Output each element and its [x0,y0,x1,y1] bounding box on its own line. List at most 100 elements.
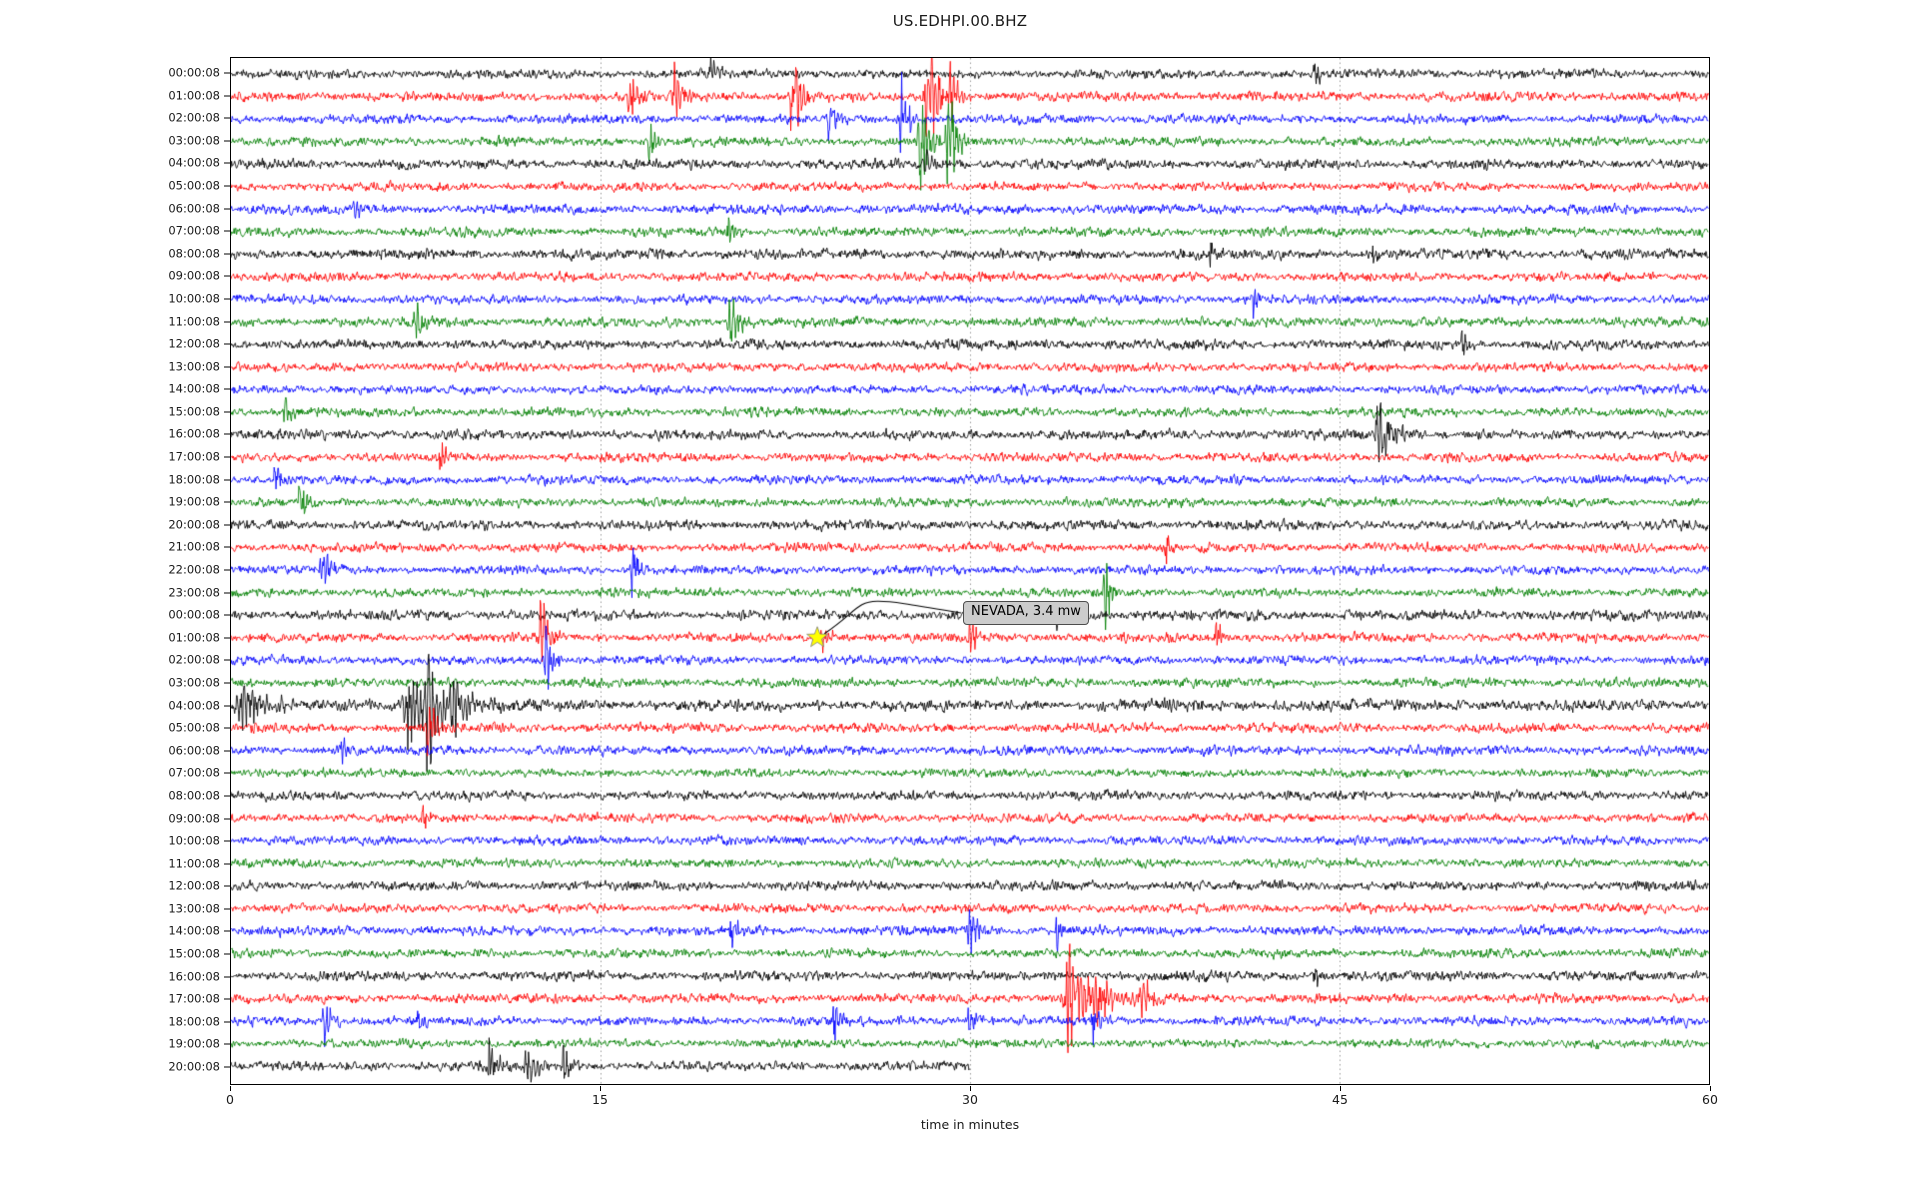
waveform-canvas [231,58,1709,1084]
y-tick-label: 12:00:08 [168,336,220,351]
y-tick-mark [224,795,230,797]
y-tick-label: 09:00:08 [168,810,220,825]
y-tick-mark [224,524,230,526]
y-tick-label: 04:00:08 [168,697,220,712]
y-tick-label: 02:00:08 [168,110,220,125]
y-tick-mark [224,1043,230,1045]
x-tick-label: 0 [226,1092,234,1107]
x-tick-label: 45 [1332,1092,1348,1107]
y-tick-label: 10:00:08 [168,291,220,306]
x-tick-label: 15 [592,1092,608,1107]
y-tick-mark [224,863,230,865]
y-tick-label: 18:00:08 [168,471,220,486]
y-tick-mark [224,682,230,684]
y-tick-mark [224,321,230,322]
plot-axes [230,57,1710,1085]
x-tick-mark [970,1086,971,1091]
y-tick-label: 15:00:08 [168,404,220,419]
y-tick-mark [224,479,230,481]
y-tick-mark [224,885,230,887]
x-tick-mark [1340,1086,1341,1091]
x-tick-label: 30 [962,1092,978,1107]
y-tick-mark [224,208,230,210]
y-tick-mark [224,908,230,910]
y-tick-label: 01:00:08 [168,630,220,645]
y-tick-label: 17:00:08 [168,449,220,464]
y-tick-mark [224,433,230,435]
y-tick-mark [224,253,230,255]
y-tick-label: 07:00:08 [168,223,220,238]
y-tick-mark [224,298,230,300]
y-tick-label: 17:00:08 [168,991,220,1006]
y-tick-mark [224,185,230,187]
page-title: US.EDHPI.00.BHZ [892,12,1028,30]
y-tick-label: 22:00:08 [168,562,220,577]
y-tick-mark [224,569,230,571]
y-tick-mark [224,456,230,458]
event-annotation-label: NEVADA, 3.4 mw [963,601,1089,625]
y-tick-mark [224,705,230,707]
y-tick-mark [224,840,230,842]
y-tick-label: 08:00:08 [168,788,220,803]
x-tick-mark [1710,1086,1711,1091]
y-tick-label: 06:00:08 [168,200,220,215]
y-tick-mark [224,998,230,1000]
y-tick-label: 12:00:08 [168,878,220,893]
y-tick-label: 19:00:08 [168,494,220,509]
y-tick-mark [224,117,230,119]
x-tick-mark [600,1086,601,1091]
y-tick-mark [224,637,230,639]
y-tick-mark [224,95,230,97]
y-tick-label: 14:00:08 [168,381,220,396]
y-tick-label: 15:00:08 [168,946,220,961]
y-tick-mark [224,930,230,932]
y-tick-mark [224,659,230,661]
y-tick-mark [224,275,230,277]
y-tick-label: 16:00:08 [168,968,220,983]
y-tick-label: 21:00:08 [168,539,220,554]
y-tick-mark [224,953,230,955]
y-tick-label: 14:00:08 [168,923,220,938]
y-tick-mark [224,72,230,74]
x-axis-label: time in minutes [920,1117,1020,1132]
y-tick-label: 05:00:08 [168,178,220,193]
y-tick-mark [224,501,230,503]
y-tick-mark [224,772,230,774]
y-tick-mark [224,1066,230,1068]
y-tick-mark [224,343,230,345]
x-tick-mark [230,1086,231,1091]
y-tick-mark [224,818,230,819]
y-tick-mark [224,388,230,390]
y-tick-label: 08:00:08 [168,245,220,260]
y-tick-label: 23:00:08 [168,584,220,599]
y-tick-mark [224,140,230,142]
y-tick-mark [224,411,230,413]
y-tick-label: 06:00:08 [168,742,220,757]
y-tick-label: 02:00:08 [168,652,220,667]
y-tick-label: 11:00:08 [168,313,220,328]
y-tick-label: 10:00:08 [168,833,220,848]
y-tick-label: 20:00:08 [168,1059,220,1074]
y-tick-mark [224,230,230,232]
y-tick-mark [224,976,230,978]
y-tick-label: 11:00:08 [168,855,220,870]
y-tick-mark [224,614,230,616]
y-tick-mark [224,727,230,729]
y-tick-label: 01:00:08 [168,87,220,102]
y-tick-mark [224,592,230,594]
y-tick-label: 03:00:08 [168,133,220,148]
y-tick-label: 09:00:08 [168,268,220,283]
y-tick-label: 13:00:08 [168,901,220,916]
y-tick-mark [224,546,230,548]
y-tick-label: 19:00:08 [168,1036,220,1051]
y-tick-label: 03:00:08 [168,675,220,690]
y-tick-mark [224,750,230,752]
y-tick-mark [224,366,230,368]
y-tick-label: 07:00:08 [168,765,220,780]
y-tick-mark [224,162,230,164]
y-tick-label: 04:00:08 [168,155,220,170]
y-tick-label: 05:00:08 [168,720,220,735]
y-tick-label: 00:00:08 [168,607,220,622]
y-tick-label: 00:00:08 [168,65,220,80]
